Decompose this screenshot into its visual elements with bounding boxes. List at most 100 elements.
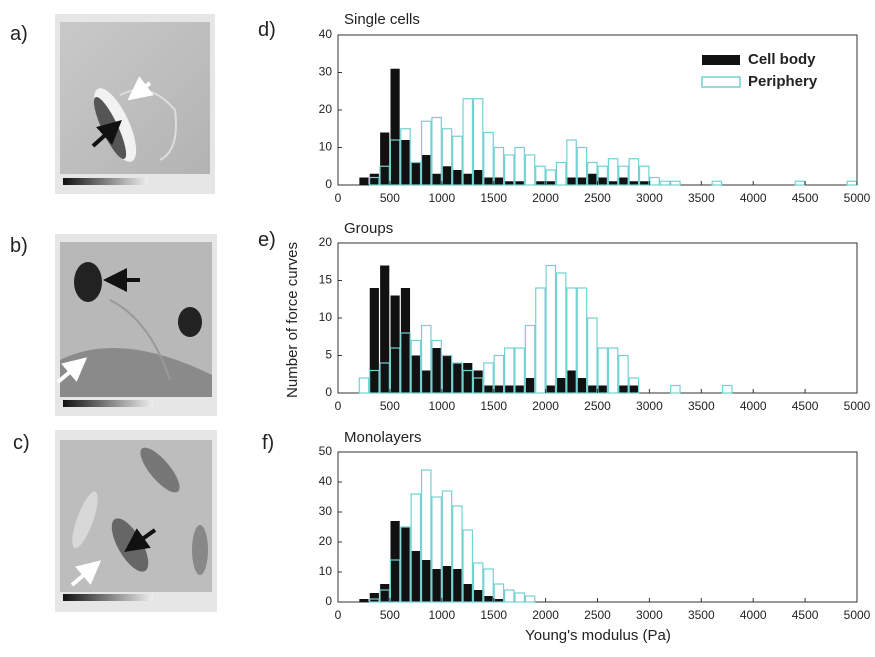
- afm-image: [55, 234, 217, 416]
- histogram-bar: [483, 131, 494, 186]
- histogram-bar: [576, 146, 588, 186]
- histogram-bar: [546, 385, 556, 393]
- histogram-bar: [379, 589, 390, 603]
- histogram-bar: [493, 583, 505, 603]
- histogram-bar: [420, 469, 432, 603]
- histogram-bar: [628, 377, 640, 394]
- histogram-bar: [369, 593, 379, 602]
- histogram-bar: [379, 362, 390, 394]
- histogram-bar: [597, 165, 608, 186]
- histogram-bar: [670, 180, 681, 186]
- histogram-bar: [463, 584, 473, 602]
- x-tick-label: 500: [380, 191, 400, 205]
- x-tick-label: 2500: [584, 399, 611, 413]
- histogram-bar: [504, 181, 514, 185]
- histogram-bar: [410, 493, 422, 603]
- histogram-bar: [432, 348, 442, 393]
- histogram-bar: [503, 347, 515, 394]
- y-tick-label: 0: [325, 385, 332, 399]
- panel-label: d): [258, 19, 276, 41]
- x-tick-label: 4000: [740, 191, 767, 205]
- histogram-bar: [380, 584, 390, 602]
- histogram-bar: [524, 324, 536, 394]
- x-tick-label: 5000: [844, 399, 871, 413]
- histogram-bar: [390, 68, 400, 185]
- x-tick-label: 1000: [428, 399, 455, 413]
- histogram-bar: [421, 560, 431, 602]
- histogram-bar: [555, 272, 567, 394]
- panel-label: a): [10, 23, 28, 45]
- y-tick-label: 10: [319, 140, 333, 154]
- afm-image: [55, 430, 217, 612]
- histogram-bar: [535, 181, 545, 185]
- y-tick-label: 20: [319, 235, 333, 249]
- histogram-bar: [369, 176, 380, 186]
- y-tick-label: 20: [319, 534, 333, 548]
- x-tick-label: 0: [335, 191, 342, 205]
- histogram-bar: [400, 526, 411, 603]
- histogram-bar: [659, 180, 671, 186]
- histogram-bar: [442, 355, 452, 393]
- histogram-bar: [618, 165, 629, 186]
- histogram-bar: [598, 177, 608, 185]
- histogram-bar: [442, 566, 452, 602]
- histogram-bar: [503, 589, 515, 603]
- histogram-bar: [452, 569, 462, 602]
- histogram-bar: [618, 385, 629, 393]
- histogram-bar: [576, 287, 588, 394]
- histogram-bar: [390, 295, 400, 393]
- x-tick-label: 500: [380, 399, 400, 413]
- histogram-bar: [483, 385, 494, 393]
- histogram-bar: [618, 354, 629, 394]
- histogram-bar: [566, 287, 577, 394]
- x-tick-label: 2500: [584, 608, 611, 622]
- histogram-bar: [514, 146, 525, 186]
- histogram-bar: [638, 165, 650, 186]
- histogram-bar: [473, 370, 483, 393]
- histogram-bar: [711, 180, 723, 186]
- histogram-bar: [503, 154, 515, 186]
- x-tick-label: 2000: [532, 608, 559, 622]
- histogram-bar: [390, 521, 400, 602]
- histogram-bar: [400, 288, 411, 393]
- panel-label: e): [258, 229, 276, 251]
- x-tick-label: 4000: [740, 399, 767, 413]
- y-tick-label: 15: [319, 273, 333, 287]
- histogram-bar: [359, 177, 369, 185]
- histogram-bar: [411, 162, 421, 185]
- histogram-bar: [400, 140, 411, 185]
- histogram-bar: [472, 562, 484, 603]
- histogram-bar: [504, 385, 514, 393]
- afm-image: [55, 14, 215, 194]
- histogram-bar: [514, 347, 525, 394]
- histogram-bar: [431, 496, 442, 603]
- histogram-bar: [389, 347, 401, 394]
- histogram-bar: [524, 154, 536, 186]
- histogram-bar: [411, 551, 421, 602]
- histogram-bar: [515, 181, 525, 185]
- x-tick-label: 3000: [636, 399, 663, 413]
- chart-title: Monolayers: [344, 429, 422, 446]
- histogram-bar: [400, 527, 411, 602]
- y-tick-label: 30: [319, 65, 333, 79]
- x-tick-label: 3000: [636, 191, 663, 205]
- y-tick-label: 30: [319, 504, 333, 518]
- histogram-bar: [358, 377, 370, 394]
- x-tick-label: 1500: [480, 399, 507, 413]
- y-tick-label: 10: [319, 564, 333, 578]
- x-tick-label: 1000: [428, 608, 455, 622]
- histogram-bar: [441, 128, 453, 186]
- x-tick-label: 3500: [688, 191, 715, 205]
- histogram-bar: [607, 347, 619, 394]
- panel-label: f): [262, 432, 274, 454]
- histogram-bar: [493, 354, 505, 394]
- histogram-bar: [380, 265, 390, 393]
- histogram-bar: [514, 592, 525, 603]
- histogram-bar: [587, 317, 598, 394]
- histogram-bar: [545, 169, 557, 186]
- x-tick-label: 5000: [844, 608, 871, 622]
- x-axis-label: Young's modulus (Pa): [525, 627, 671, 644]
- y-tick-label: 5: [325, 348, 332, 362]
